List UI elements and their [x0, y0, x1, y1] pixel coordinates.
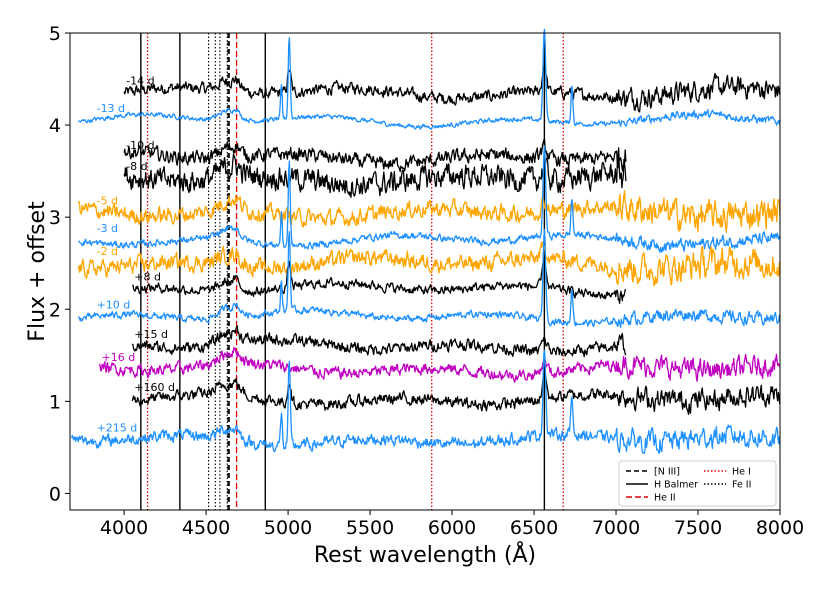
- spectrum-plus15d: [131, 325, 627, 358]
- spectrum-plus160d: [131, 368, 781, 415]
- legend-label: Fe II: [732, 480, 751, 491]
- plot-frame: [69, 32, 781, 511]
- x-tick-label: 5500: [346, 517, 394, 539]
- x-tick-label: 7500: [674, 517, 722, 539]
- spectrum-plus10d: [77, 228, 781, 329]
- y-tick-label: 3: [49, 207, 61, 229]
- y-tick-label: 5: [49, 23, 61, 45]
- epoch-label: +8 d: [134, 271, 161, 284]
- epoch-label: -3 d: [97, 222, 118, 235]
- epoch-label: -10 d: [126, 139, 154, 152]
- x-tick-label: 8000: [756, 517, 804, 539]
- spectra-series: [70, 28, 781, 454]
- spectrum-minus2d: [77, 241, 781, 287]
- epoch-label: +215 d: [97, 422, 138, 435]
- epoch-label: +160 d: [134, 381, 175, 394]
- x-axis-label: Rest wavelength (Å): [314, 541, 536, 568]
- spectrum-minus13d: [78, 28, 781, 130]
- x-axis-ticks: 4000 4500 5000 5500 6000 6500 7000 7500 8000: [100, 510, 804, 539]
- legend-label: He II: [654, 493, 676, 504]
- spectrum-minus8d: [123, 147, 627, 198]
- epoch-label: +10 d: [97, 298, 131, 311]
- x-tick-label: 6500: [510, 517, 558, 539]
- spectrum-minus10d: [123, 138, 627, 173]
- x-tick-label: 7000: [592, 517, 640, 539]
- y-tick-label: 4: [49, 115, 61, 137]
- spectrum-minus14d: [123, 63, 781, 113]
- x-tick-label: 4000: [100, 517, 148, 539]
- legend-label: [N III]: [654, 467, 680, 478]
- x-tick-label: 6000: [428, 517, 476, 539]
- epoch-label: -13 d: [97, 102, 125, 115]
- epoch-label: -14 d: [126, 75, 154, 88]
- y-axis-label: Flux + offset: [25, 201, 50, 342]
- spectrum-plus8d: [131, 256, 627, 304]
- y-tick-label: 0: [49, 483, 61, 505]
- spectrum-minus5d: [77, 190, 781, 233]
- legend-box: [618, 460, 777, 507]
- legend-label: H Balmer: [654, 480, 698, 491]
- x-tick-label: 4500: [182, 517, 230, 539]
- y-tick-label: 2: [49, 299, 61, 321]
- legend-label: He I: [732, 467, 751, 478]
- epoch-label: -5 d: [97, 194, 118, 207]
- spectrum-plus215d: [70, 349, 781, 454]
- legend: [N III] H Balmer He II He I Fe II: [618, 460, 777, 507]
- epoch-label: -2 d: [97, 245, 118, 258]
- spectrum-plus16d: [98, 346, 781, 383]
- y-axis-ticks: 0 1 2 3 4 5: [49, 23, 70, 505]
- epoch-label: +15 d: [134, 328, 168, 341]
- x-tick-label: 5000: [264, 517, 312, 539]
- y-tick-label: 1: [49, 391, 61, 413]
- epoch-label: +16 d: [102, 351, 136, 364]
- epoch-label: -8 d: [126, 160, 147, 173]
- spectrum-minus3d: [78, 145, 781, 253]
- epoch-labels: -14 d -13 d -10 d -8 d -5 d -3 d -2 d +8 d +10 d…: [97, 75, 175, 435]
